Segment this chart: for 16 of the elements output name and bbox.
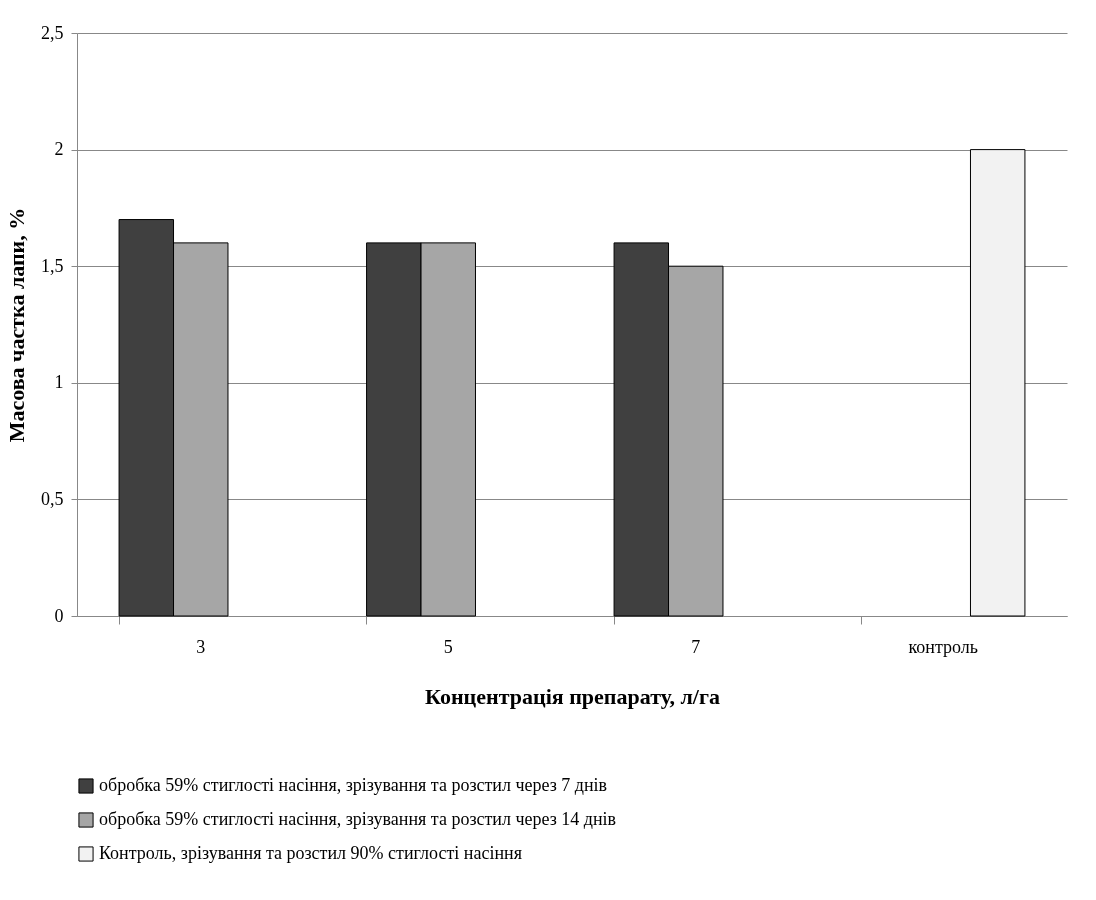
x-axis-title: Концентрація препарату, л/га — [425, 683, 720, 709]
legend-label: обробка 59% стиглості насіння, зрізування та розстил через 14 днів — [99, 809, 617, 829]
legend-label: обробка 59% стиглості насіння, зрізування та розстил через 7 днів — [99, 775, 608, 795]
x-tick-label: 3 — [196, 636, 206, 657]
y-tick-label: 2 — [54, 139, 64, 160]
x-tick-label: 7 — [691, 636, 701, 657]
y-tick-label: 1,5 — [41, 255, 64, 276]
x-tick-label: контроль — [908, 636, 979, 657]
y-axis-title: Масова частка лапи, % — [4, 207, 29, 443]
legend-label: Контроль, зрізування та розстил 90% стиглості насіння — [99, 843, 522, 863]
x-tick-label: 5 — [443, 636, 453, 657]
bar — [969, 149, 1026, 617]
y-tick-label: 0 — [54, 605, 64, 626]
y-tick-label: 0,5 — [41, 488, 64, 509]
y-tick-label: 2,5 — [41, 22, 64, 43]
y-tick-label: 1 — [54, 372, 64, 393]
